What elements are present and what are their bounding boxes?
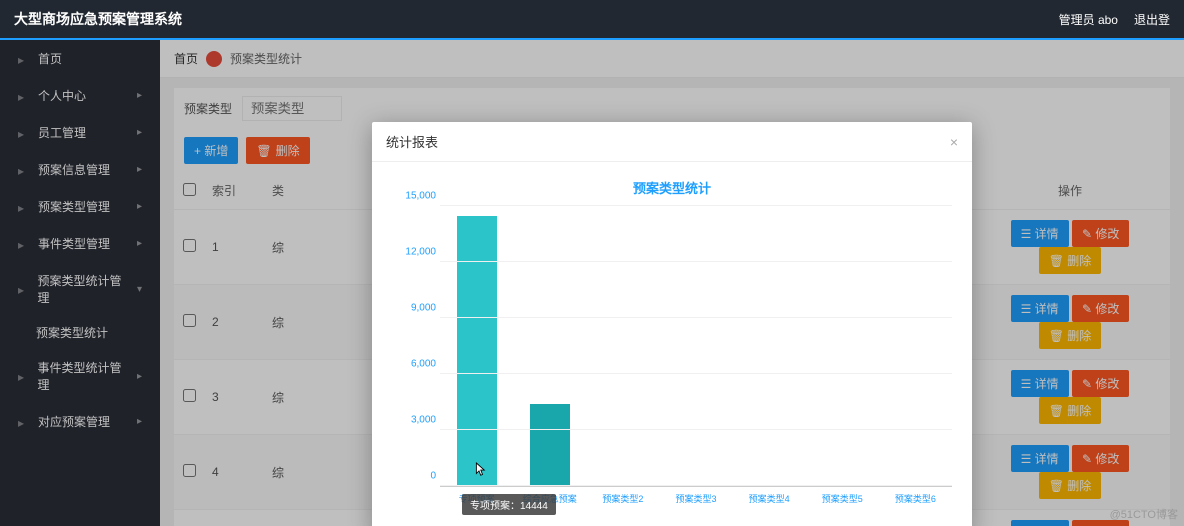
users-icon: ▸ [18,127,30,139]
x-label: 预案类型4 [733,492,806,505]
sidebar-item-label: 个人中心 [38,87,86,104]
modal-title: 统计报表 [386,132,438,151]
chevron-icon: ▸ [137,238,142,249]
chevron-icon: ▸ [137,371,142,382]
sidebar-item-label: 首页 [38,50,62,67]
sidebar-item-label: 预案类型管理 [38,198,110,215]
sidebar-item[interactable]: ▸ 预案类型统计管理 ▾ [0,262,160,316]
close-icon[interactable]: × [950,134,958,150]
app-title: 大型商场应急预案管理系统 [14,9,182,29]
tag-icon: ▸ [18,201,30,213]
doc-icon: ▸ [18,164,30,176]
event-icon: ▸ [18,238,30,250]
sidebar-item-label: 预案类型统计管理 [37,272,129,306]
sidebar-item-label: 预案信息管理 [38,161,110,178]
y-tick: 15,000 [405,191,436,202]
chevron-icon: ▸ [137,164,142,175]
sidebar-item-label: 事件类型管理 [38,235,110,252]
logout-link[interactable]: 退出登 [1134,11,1170,28]
stats-icon: ▸ [18,283,29,295]
sidebar-item-label: 对应预案管理 [38,413,110,430]
chart-bar[interactable] [457,216,497,486]
x-label: 预案类型5 [806,492,879,505]
user-icon: ▸ [18,90,30,102]
y-tick: 0 [430,471,436,482]
bar-chart: 03,0006,0009,00012,00015,000 专项预案综合应急预案预… [392,207,952,517]
chevron-icon: ▸ [137,127,142,138]
x-label: 预案类型2 [586,492,659,505]
sidebar-item[interactable]: ▸ 事件类型管理 ▸ [0,225,160,262]
home-icon: ▸ [18,53,30,65]
sidebar-item-label: 事件类型统计管理 [37,359,129,393]
watermark: @51CTO博客 [1110,506,1178,522]
modal-mask[interactable]: 统计报表 × 预案类型统计 0 3,000 6,000 9,000 12,000 15,0… [160,40,1184,526]
chart-bar[interactable] [530,404,570,486]
sidebar-item[interactable]: ▸ 预案类型管理 ▸ [0,188,160,225]
admin-label[interactable]: 管理员 abo [1059,11,1118,28]
sidebar-item[interactable]: ▸ 首页 [0,40,160,77]
chevron-icon: ▸ [137,201,142,212]
y-tick: 6,000 [411,359,436,370]
sidebar-item[interactable]: ▸ 员工管理 ▸ [0,114,160,151]
x-label: 预案类型6 [879,492,952,505]
sidebar-item[interactable]: ▸ 对应预案管理 ▸ [0,403,160,440]
chevron-icon: ▾ [137,284,142,295]
y-tick: 3,000 [411,415,436,426]
chart-tooltip: 专项预案：14444 [462,494,556,515]
stats-modal: 统计报表 × 预案类型统计 0 3,000 6,000 9,000 12,000 15,0… [372,122,972,526]
x-label: 预案类型3 [659,492,732,505]
sidebar: ▸首页▸个人中心▸▸员工管理▸▸预案信息管理▸▸预案类型管理▸▸事件类型管理▸▸… [0,40,160,526]
y-tick: 12,000 [405,247,436,258]
stats-icon: ▸ [18,370,29,382]
sidebar-item[interactable]: ▸ 个人中心 ▸ [0,77,160,114]
sidebar-subitem[interactable]: 预案类型统计 [0,316,160,349]
y-tick: 9,000 [411,303,436,314]
chevron-icon: ▸ [137,416,142,427]
sidebar-item[interactable]: ▸ 预案信息管理 ▸ [0,151,160,188]
sidebar-item[interactable]: ▸ 事件类型统计管理 ▸ [0,349,160,403]
chart-title: 预案类型统计 [392,178,952,197]
sidebar-item-label: 员工管理 [38,124,86,141]
shield-icon: ▸ [18,416,30,428]
chevron-icon: ▸ [137,90,142,101]
